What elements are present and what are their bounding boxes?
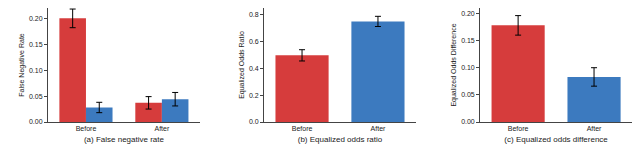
svg-text:0.05: 0.05 (461, 91, 475, 98)
svg-text:(a) False negative rate: (a) False negative rate (84, 135, 165, 144)
svg-text:0.0: 0.0 (249, 118, 259, 125)
svg-text:0.10: 0.10 (29, 67, 43, 74)
svg-text:0.15: 0.15 (29, 41, 43, 48)
svg-text:0.20: 0.20 (461, 10, 475, 17)
svg-text:0.8: 0.8 (249, 11, 259, 18)
svg-text:Equalized Odds Ratio: Equalized Odds Ratio (238, 31, 246, 99)
svg-text:0.05: 0.05 (29, 93, 43, 100)
svg-text:0.6: 0.6 (249, 38, 259, 45)
svg-text:Before: Before (76, 125, 97, 132)
svg-text:0.20: 0.20 (29, 15, 43, 22)
svg-text:0.4: 0.4 (249, 65, 259, 72)
svg-text:(b) Equalized odds ratio: (b) Equalized odds ratio (298, 135, 383, 144)
svg-text:Before: Before (508, 125, 529, 132)
svg-text:0.2: 0.2 (249, 92, 259, 99)
svg-text:(c) Equalized odds difference: (c) Equalized odds difference (504, 135, 608, 144)
svg-text:After: After (587, 125, 602, 132)
svg-text:Equalized Odds Difference: Equalized Odds Difference (450, 23, 458, 106)
svg-text:0.15: 0.15 (461, 37, 475, 44)
svg-text:After: After (371, 125, 386, 132)
svg-text:0.10: 0.10 (461, 64, 475, 71)
svg-text:0.00: 0.00 (29, 118, 43, 125)
svg-text:After: After (154, 125, 169, 132)
svg-text:False Negative Rate: False Negative Rate (18, 33, 26, 97)
svg-text:0.00: 0.00 (461, 118, 475, 125)
svg-text:Before: Before (292, 125, 313, 132)
